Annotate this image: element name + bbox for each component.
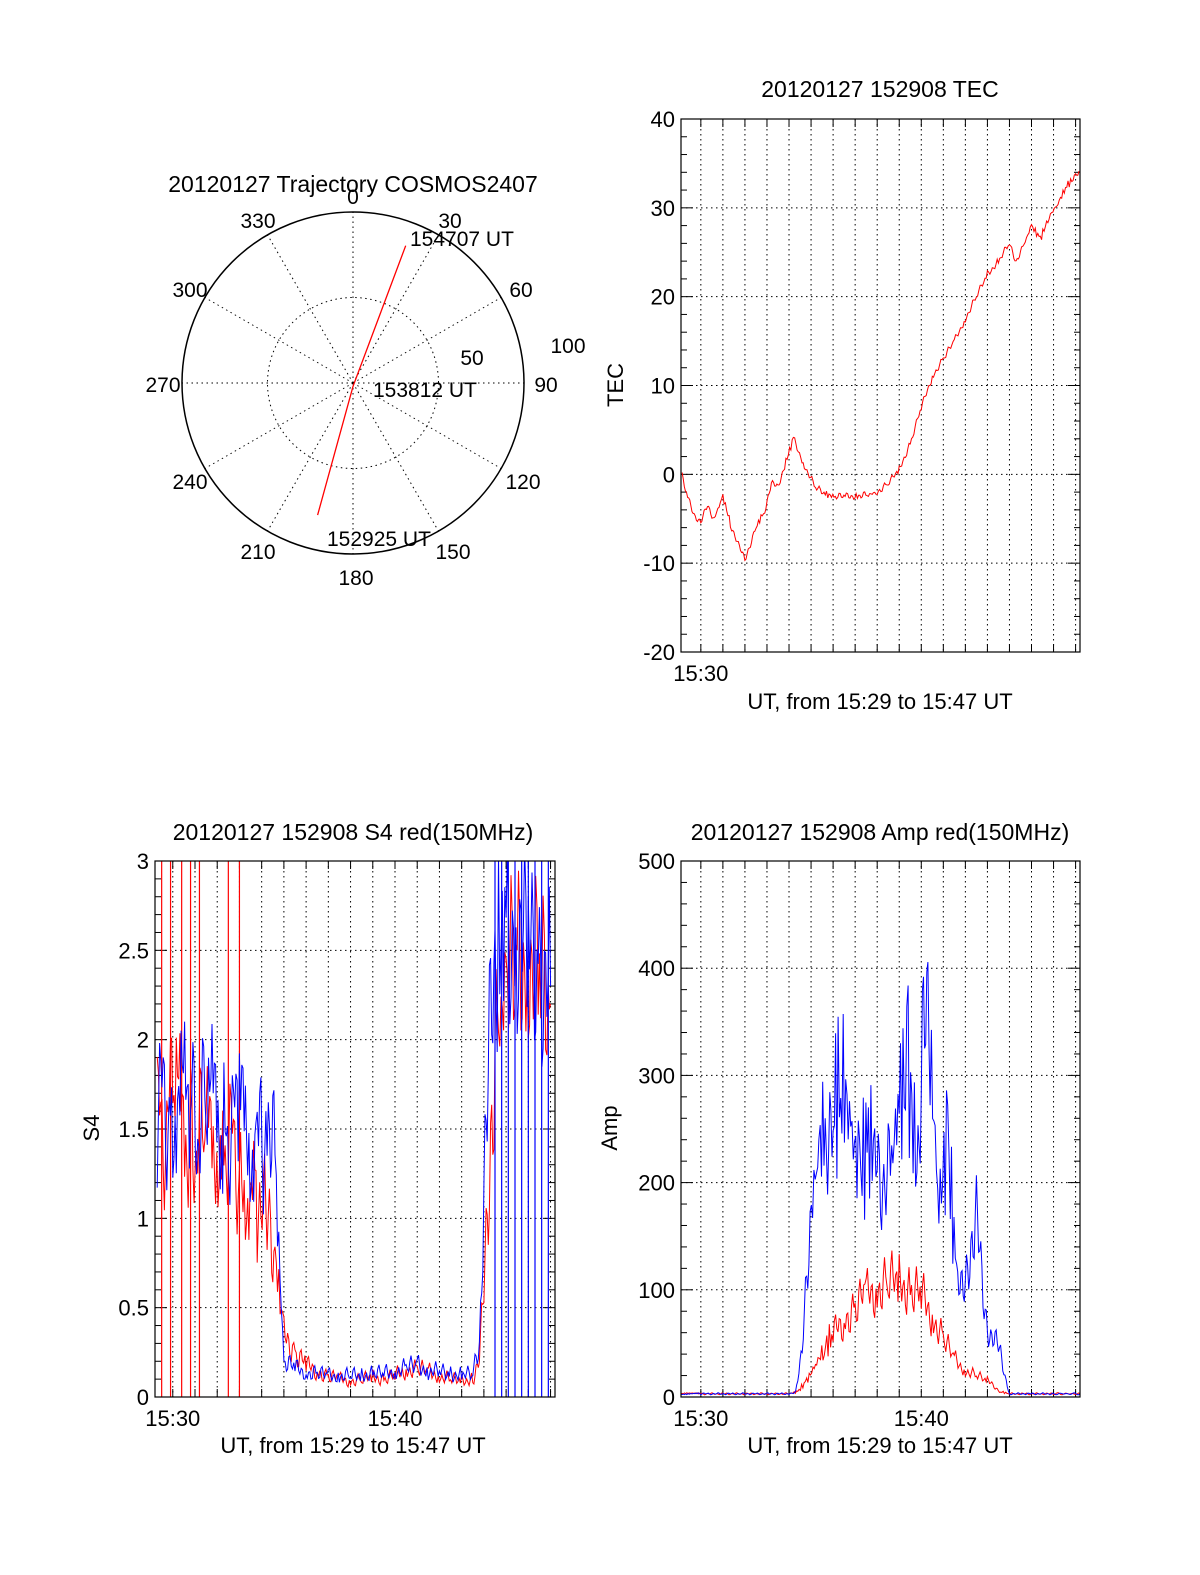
polar-angle-label: 210 [240,541,275,564]
polar-spoke [352,382,502,469]
amp-x-axis-label: UT, from 15:29 to 15:47 UT [747,1433,1012,1458]
series-line [156,861,552,1383]
y-tick-label: 2 [137,1028,149,1053]
polar-angle-label: 180 [338,567,373,590]
polar-grid [181,211,525,555]
polar-radius-label-100: 100 [550,335,585,358]
y-tick-label: 2.5 [118,938,149,963]
polar-angle-label: 270 [145,374,180,397]
y-tick-label: 40 [651,107,675,132]
y-tick-label: 1.5 [118,1117,149,1142]
y-tick-label: 200 [638,1171,675,1196]
polar-spoke [204,382,354,469]
tec-panel: 20120127 152908 TEC -20 -10 0 10 20 30 40 15:30… [603,76,1081,714]
x-tick-label: 15:40 [894,1406,949,1431]
polar-angle-label: 0 [347,186,359,209]
polar-angle-label: 300 [172,279,207,302]
y-tick-label: -10 [643,551,675,576]
polar-angle-label: 120 [505,471,540,494]
plot-series-group [681,962,1080,1396]
amp-title: 20120127 152908 Amp red(150MHz) [691,819,1069,845]
y-tick-label: 3 [137,849,149,874]
y-tick-label: 0.5 [118,1296,149,1321]
y-tick-label: 20 [651,285,675,310]
y-tick-label: 30 [651,196,675,221]
trajectory-end-label: 154707 UT [410,228,514,251]
polar-radius-label-50: 50 [460,347,483,370]
series-line [681,962,1080,1396]
tec-x-axis-label: UT, from 15:29 to 15:47 UT [747,689,1012,714]
series-line [156,870,552,1389]
trajectory-track [316,245,407,516]
plot-frame [680,118,1081,653]
tec-y-axis-label: TEC [603,363,628,407]
polar-spoke [352,382,439,532]
y-tick-label: 400 [638,956,675,981]
polar-angle-label: 150 [435,541,470,564]
plot-series-group [156,861,552,1397]
trajectory-mid-label: 153812 UT [373,379,477,402]
tec-title: 20120127 152908 TEC [761,76,998,102]
polar-angle-label: 60 [509,279,532,302]
x-tick-label: 15:30 [673,1406,728,1431]
s4-panel: 20120127 152908 S4 red(150MHz) 0 0.5 1 1.5 2… [79,819,556,1458]
polar-spoke [267,234,354,384]
trajectory-line [316,245,407,516]
trajectory-polar-panel: 20120127 Trajectory COSMOS2407 0 30 60 90 12… [145,171,585,590]
amp-plot-area: 0 100 200 300 400 500 15:30 15:40 [638,849,1081,1431]
y-tick-label: 10 [651,374,675,399]
series-line [681,170,1080,562]
polar-angle-label: 90 [534,374,557,397]
y-tick-label: 500 [638,849,675,874]
plot-series-group [681,170,1080,562]
s4-plot-area: 0 0.5 1 1.5 2 2.5 3 15:30 15:40 [118,849,556,1431]
amp-y-axis-label: Amp [597,1105,622,1150]
y-tick-label: 300 [638,1063,675,1088]
x-tick-label: 15:30 [145,1406,200,1431]
y-tick-label: 0 [663,1385,675,1410]
polar-spoke [352,234,439,384]
series-line [681,1250,1080,1396]
polar-angle-label: 330 [240,210,275,233]
y-tick-label: 0 [137,1385,149,1410]
trajectory-start-label: 152925 UT [327,528,431,551]
trajectory-title: 20120127 Trajectory COSMOS2407 [168,171,537,197]
y-tick-label: 1 [137,1206,149,1231]
s4-x-axis-label: UT, from 15:29 to 15:47 UT [220,1433,485,1458]
y-tick-label: 100 [638,1278,675,1303]
x-tick-label: 15:30 [673,661,728,686]
tec-plot-area: -20 -10 0 10 20 30 40 15:30 [643,107,1081,686]
y-tick-label: -20 [643,640,675,665]
polar-angle-label: 240 [172,471,207,494]
polar-spoke [204,297,354,384]
polar-angle-label: 30 [438,210,461,233]
polar-spoke [352,297,502,384]
s4-title: 20120127 152908 S4 red(150MHz) [173,819,534,845]
y-tick-label: 0 [663,462,675,487]
amp-panel: 20120127 152908 Amp red(150MHz) 0 100 200 3… [597,819,1081,1458]
plot-frame [680,860,1081,1398]
x-tick-label: 15:40 [367,1406,422,1431]
polar-spoke [267,382,354,532]
plot-frame [154,860,556,1398]
s4-y-axis-label: S4 [79,1115,104,1142]
polar-angle-labels: 0 30 60 90 120 150 180 210 240 270 300 330 [145,186,557,590]
